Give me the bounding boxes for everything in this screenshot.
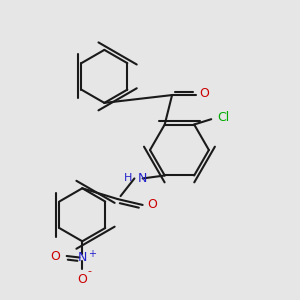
Text: O: O: [50, 250, 60, 262]
Text: O: O: [147, 198, 157, 212]
Text: N: N: [138, 172, 147, 185]
Text: -: -: [88, 266, 92, 276]
Text: O: O: [200, 87, 209, 100]
Text: +: +: [88, 249, 96, 259]
Text: O: O: [77, 273, 87, 286]
Text: N: N: [78, 251, 88, 264]
Text: H: H: [124, 173, 132, 183]
Text: Cl: Cl: [218, 111, 230, 124]
